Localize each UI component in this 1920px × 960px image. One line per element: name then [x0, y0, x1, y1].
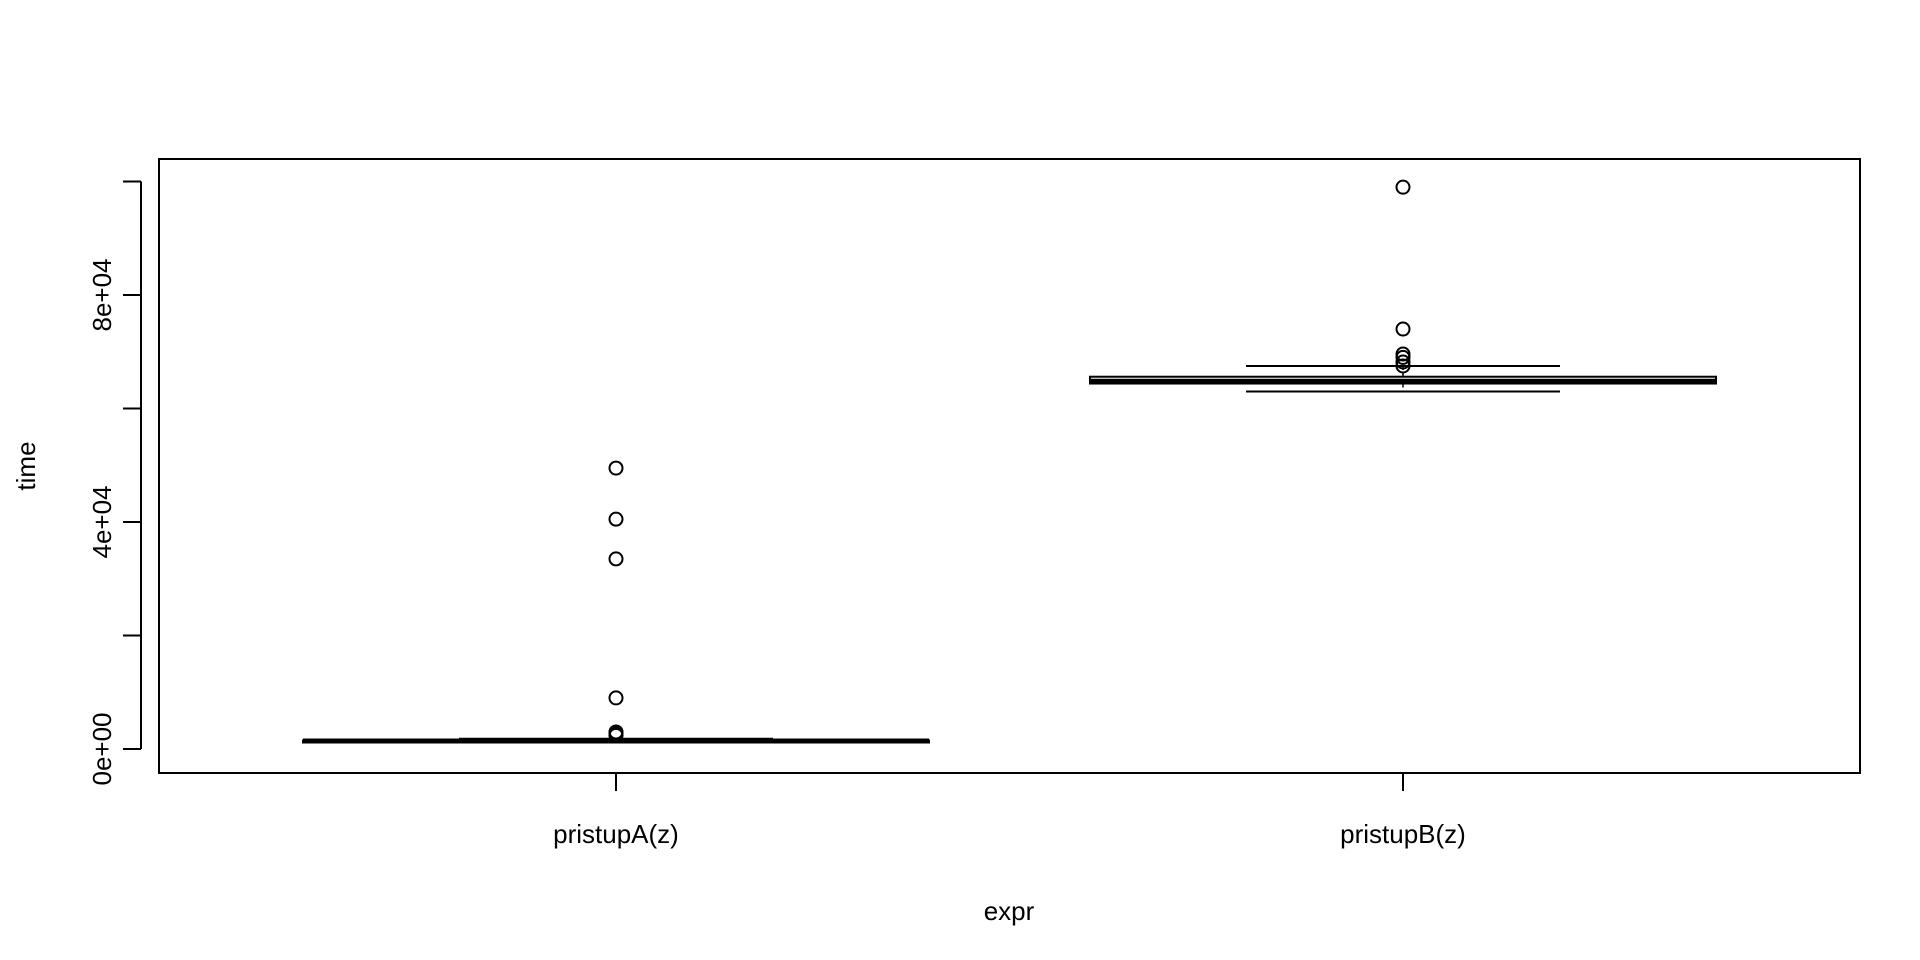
- x-axis: pristupA(z) pristupB(z): [553, 773, 1466, 849]
- outlier-point: [1395, 354, 1411, 370]
- x-tick-label: pristupB(z): [1340, 819, 1466, 849]
- y-tick-label: 8e+04: [87, 258, 117, 331]
- box-1: [302, 460, 930, 744]
- outlier-point: [1395, 179, 1411, 195]
- outlier-point: [1395, 346, 1411, 362]
- x-axis-label: expr: [984, 896, 1035, 926]
- y-tick-label: 0e+00: [87, 712, 117, 785]
- outlier-point: [608, 551, 624, 567]
- x-tick-label: pristupA(z): [553, 819, 679, 849]
- outlier-point: [608, 460, 624, 476]
- outlier-point: [608, 724, 624, 740]
- y-axis-label: time: [11, 441, 41, 490]
- box-2: [1089, 179, 1717, 393]
- outlier-point: [608, 690, 624, 706]
- y-tick-label: 4e+04: [87, 485, 117, 558]
- boxes: [302, 179, 1717, 744]
- y-axis: 0e+00 4e+04 8e+04: [87, 180, 142, 786]
- outlier-point: [1395, 321, 1411, 337]
- plot-frame: [158, 158, 1861, 774]
- outlier-point: [608, 511, 624, 527]
- outlier-point: [1395, 358, 1411, 374]
